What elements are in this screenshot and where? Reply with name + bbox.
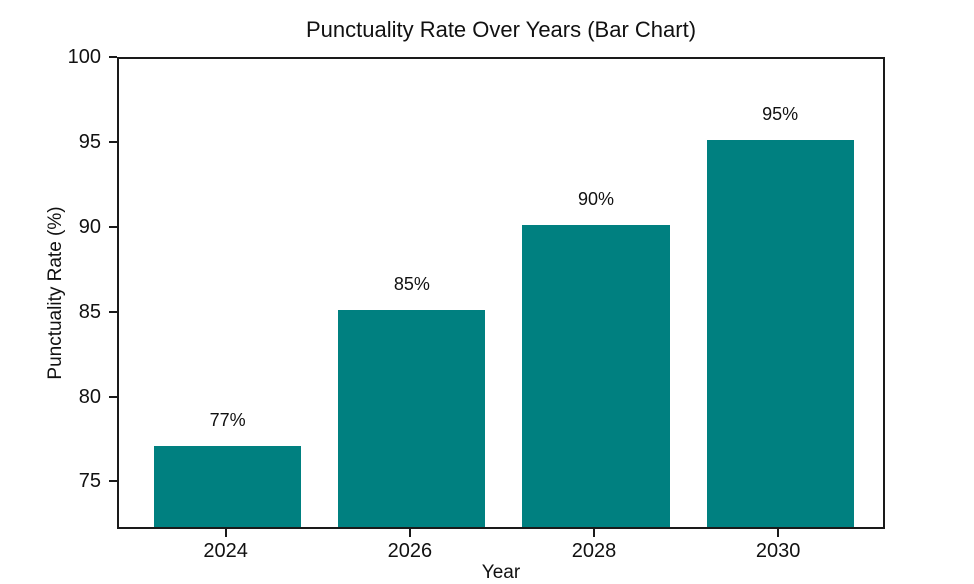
y-tick-label: 90 [78,215,101,238]
x-tick-mark [224,529,227,537]
x-tick-label: 2024 [203,540,248,562]
y-tick-mark [109,56,117,58]
bar-value-label: 95% [762,103,799,124]
bars-container: 77% 85% 90% 95% [119,59,883,527]
x-tick-mark [593,529,595,537]
bar-value-label: 77% [209,409,246,430]
y-tick-label: 75 [78,470,101,493]
x-tick-label: 2028 [571,540,617,562]
bar [338,309,486,527]
x-tick-label: 2030 [755,540,801,562]
x-tick-mark [777,529,780,537]
y-tick-label: 85 [78,300,101,323]
x-tick-label: 2026 [387,540,433,562]
bar-value-label: 85% [393,273,430,294]
y-tick-mark [109,480,117,483]
x-tick-mark [408,529,411,537]
y-tick-label: 80 [78,385,101,408]
y-tick-mark [109,225,117,228]
y-tick-mark [109,395,117,398]
bar [153,445,302,527]
y-tick-label: 100 [67,46,101,68]
bar [522,224,670,527]
bar-value-label: 90% [577,188,615,209]
y-tick-mark [109,140,117,143]
y-tick-label: 95 [78,130,101,153]
y-tick-mark [109,310,117,313]
x-axis-label: Year [481,562,521,583]
plot-area: 77% 85% 90% 95% [117,57,885,529]
chart-title: Punctuality Rate Over Years (Bar Chart) [305,17,697,42]
bar [706,139,854,527]
